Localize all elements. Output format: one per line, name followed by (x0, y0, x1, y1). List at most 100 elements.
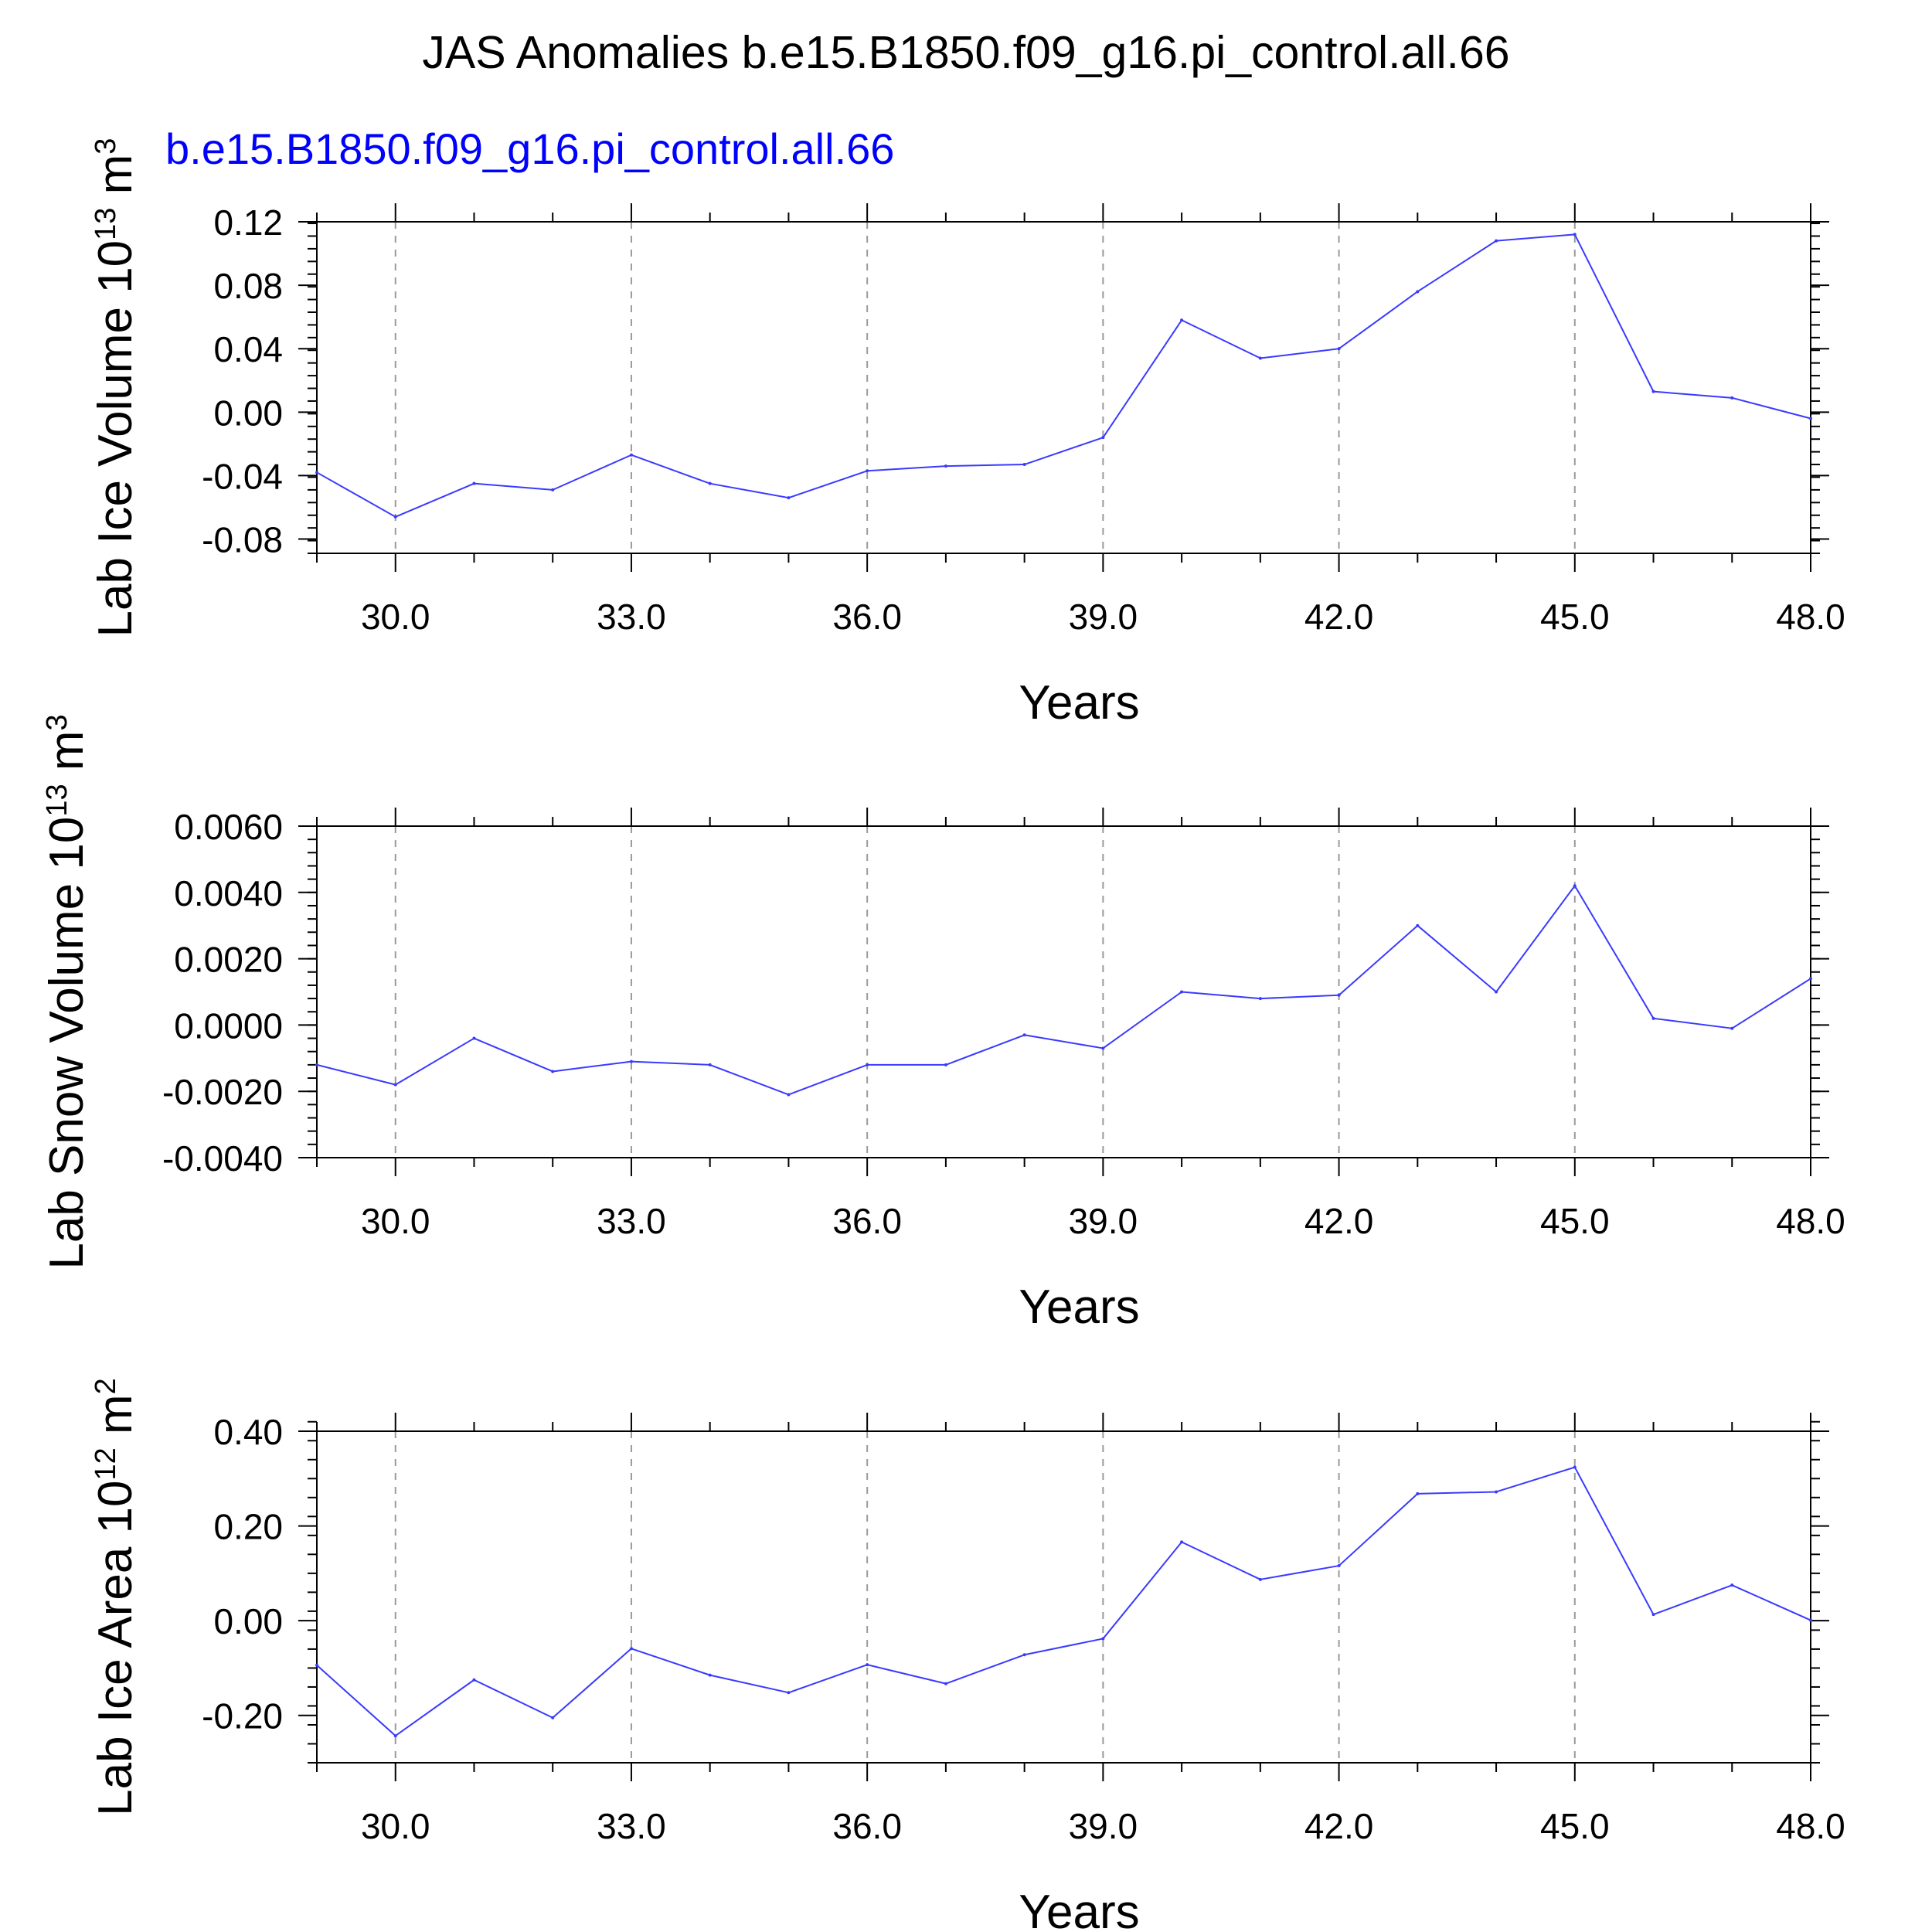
data-point (1495, 1490, 1498, 1494)
data-point (1258, 356, 1262, 360)
x-tick-label: 39.0 (1069, 597, 1138, 637)
data-point (1573, 233, 1577, 236)
y-tick-label: 0.04 (213, 329, 283, 369)
x-tick-label: 30.0 (361, 1806, 430, 1846)
y-axis-label-text: Lab Ice Area 10 (89, 1480, 142, 1815)
data-point (1495, 990, 1498, 994)
series-line (316, 885, 1811, 1096)
x-tick-label: 33.0 (597, 1201, 666, 1241)
y-axis-label-unit-exponent: 3 (41, 714, 73, 730)
data-point (551, 1070, 555, 1073)
data-point (629, 1060, 633, 1063)
data-point (1337, 993, 1341, 997)
data-point (1180, 990, 1184, 994)
y-axis-label: Lab Ice Area 1012 m2 (89, 1378, 142, 1816)
y-axis-label-text: Lab Snow Volume 10 (40, 817, 94, 1270)
data-point (393, 1083, 397, 1087)
data-point (1809, 977, 1812, 981)
data-point (1730, 1583, 1734, 1587)
x-tick-label: 42.0 (1304, 597, 1374, 637)
data-point (551, 488, 555, 492)
y-tick-label: 0.0020 (174, 940, 283, 980)
chart-panel-3: -0.20 0.00 0.20 0.40 30.0 33.0 36.0 39.0 42.0 45.… (89, 1378, 1845, 1932)
y-axis-label: Lab Snow Volume 1013 m3 (40, 714, 94, 1269)
y-axis-label-unit-exponent: 2 (90, 1378, 122, 1394)
data-point (1416, 923, 1420, 927)
y-tick-label: 0.00 (213, 1601, 283, 1641)
data-point (1651, 1016, 1655, 1020)
series-line (316, 1466, 1811, 1737)
x-tick-label: 39.0 (1069, 1201, 1138, 1241)
data-point (866, 469, 869, 473)
y-tick-label: -0.0040 (162, 1138, 283, 1179)
x-tick-label: 45.0 (1540, 1806, 1610, 1846)
page-title: JAS Anomalies b.e15.B1850.f09_g16.pi_con… (422, 27, 1510, 78)
data-point (1101, 1637, 1105, 1641)
data-point (866, 1663, 869, 1667)
x-tick-label: 48.0 (1776, 597, 1845, 637)
y-tick-label: -0.08 (202, 520, 283, 560)
data-point (1573, 884, 1577, 888)
y-tick-label: 0.0000 (174, 1005, 283, 1046)
y-axis-label-exponent: 13 (41, 784, 73, 816)
data-point (629, 453, 633, 457)
data-point (944, 464, 947, 468)
y-axis-label: Lab Ice Volume 1013 m3 (89, 138, 142, 638)
data-point (1101, 436, 1105, 440)
series-line (316, 233, 1811, 518)
data-point (944, 1063, 947, 1066)
y-axis-label-unit-exponent: 3 (90, 138, 122, 155)
x-tick-label: 30.0 (361, 1201, 430, 1241)
y-axis-label-unit: m (40, 731, 94, 784)
x-tick-label: 36.0 (832, 1806, 902, 1846)
data-point (787, 496, 791, 500)
x-tick-label: 30.0 (361, 597, 430, 637)
data-point (787, 1093, 791, 1097)
data-point (629, 1647, 633, 1651)
x-tick-label: 48.0 (1776, 1806, 1845, 1846)
y-axis-label-text: Lab Ice Volume 10 (89, 240, 142, 638)
x-axis-label: Years (1019, 1886, 1139, 1932)
x-tick-label: 48.0 (1776, 1201, 1845, 1241)
y-tick-label: -0.04 (202, 456, 283, 496)
x-tick-label: 42.0 (1304, 1201, 1374, 1241)
data-point (708, 1673, 712, 1677)
data-point (1337, 347, 1341, 351)
data-point (315, 1663, 318, 1667)
subtitle: b.e15.B1850.f09_g16.pi_control.all.66 (165, 124, 895, 173)
data-point (944, 1682, 947, 1685)
data-point (472, 481, 476, 485)
data-point (315, 471, 318, 474)
data-point (393, 515, 397, 519)
plot-frame (316, 1430, 1811, 1764)
x-tick-label: 42.0 (1304, 1806, 1374, 1846)
data-point (1730, 1026, 1734, 1030)
x-axis-label: Years (1019, 1281, 1139, 1334)
data-point (1809, 1618, 1812, 1622)
x-tick-label: 45.0 (1540, 1201, 1610, 1241)
data-point (1101, 1046, 1105, 1050)
y-tick-label: 0.00 (213, 393, 283, 433)
y-axis-label-unit: m (89, 1394, 142, 1447)
plot-frame (316, 825, 1811, 1158)
y-axis-label-exponent: 13 (90, 208, 122, 240)
data-point (1022, 1033, 1026, 1037)
data-point (787, 1691, 791, 1695)
y-axis-label-unit: m (89, 155, 142, 208)
y-tick-label: 0.20 (213, 1507, 283, 1547)
plot-frame (316, 221, 1811, 554)
data-point (472, 1678, 476, 1682)
data-point (708, 481, 712, 485)
y-tick-label: 0.40 (213, 1412, 283, 1452)
y-tick-label: 0.0060 (174, 807, 283, 847)
chart-panel-2: -0.0040 -0.0020 0.0000 0.0020 0.0040 0.0060 30… (40, 714, 1845, 1334)
data-point (1573, 1465, 1577, 1469)
data-point (1258, 997, 1262, 1001)
data-point (315, 1063, 318, 1066)
data-point (1495, 239, 1498, 243)
chart-panel-1: -0.08 -0.04 0.00 0.04 0.08 0.12 30.0 33.0 36.0 39… (89, 138, 1845, 730)
data-point (1337, 1564, 1341, 1568)
data-point (472, 1036, 476, 1040)
data-point (393, 1734, 397, 1738)
